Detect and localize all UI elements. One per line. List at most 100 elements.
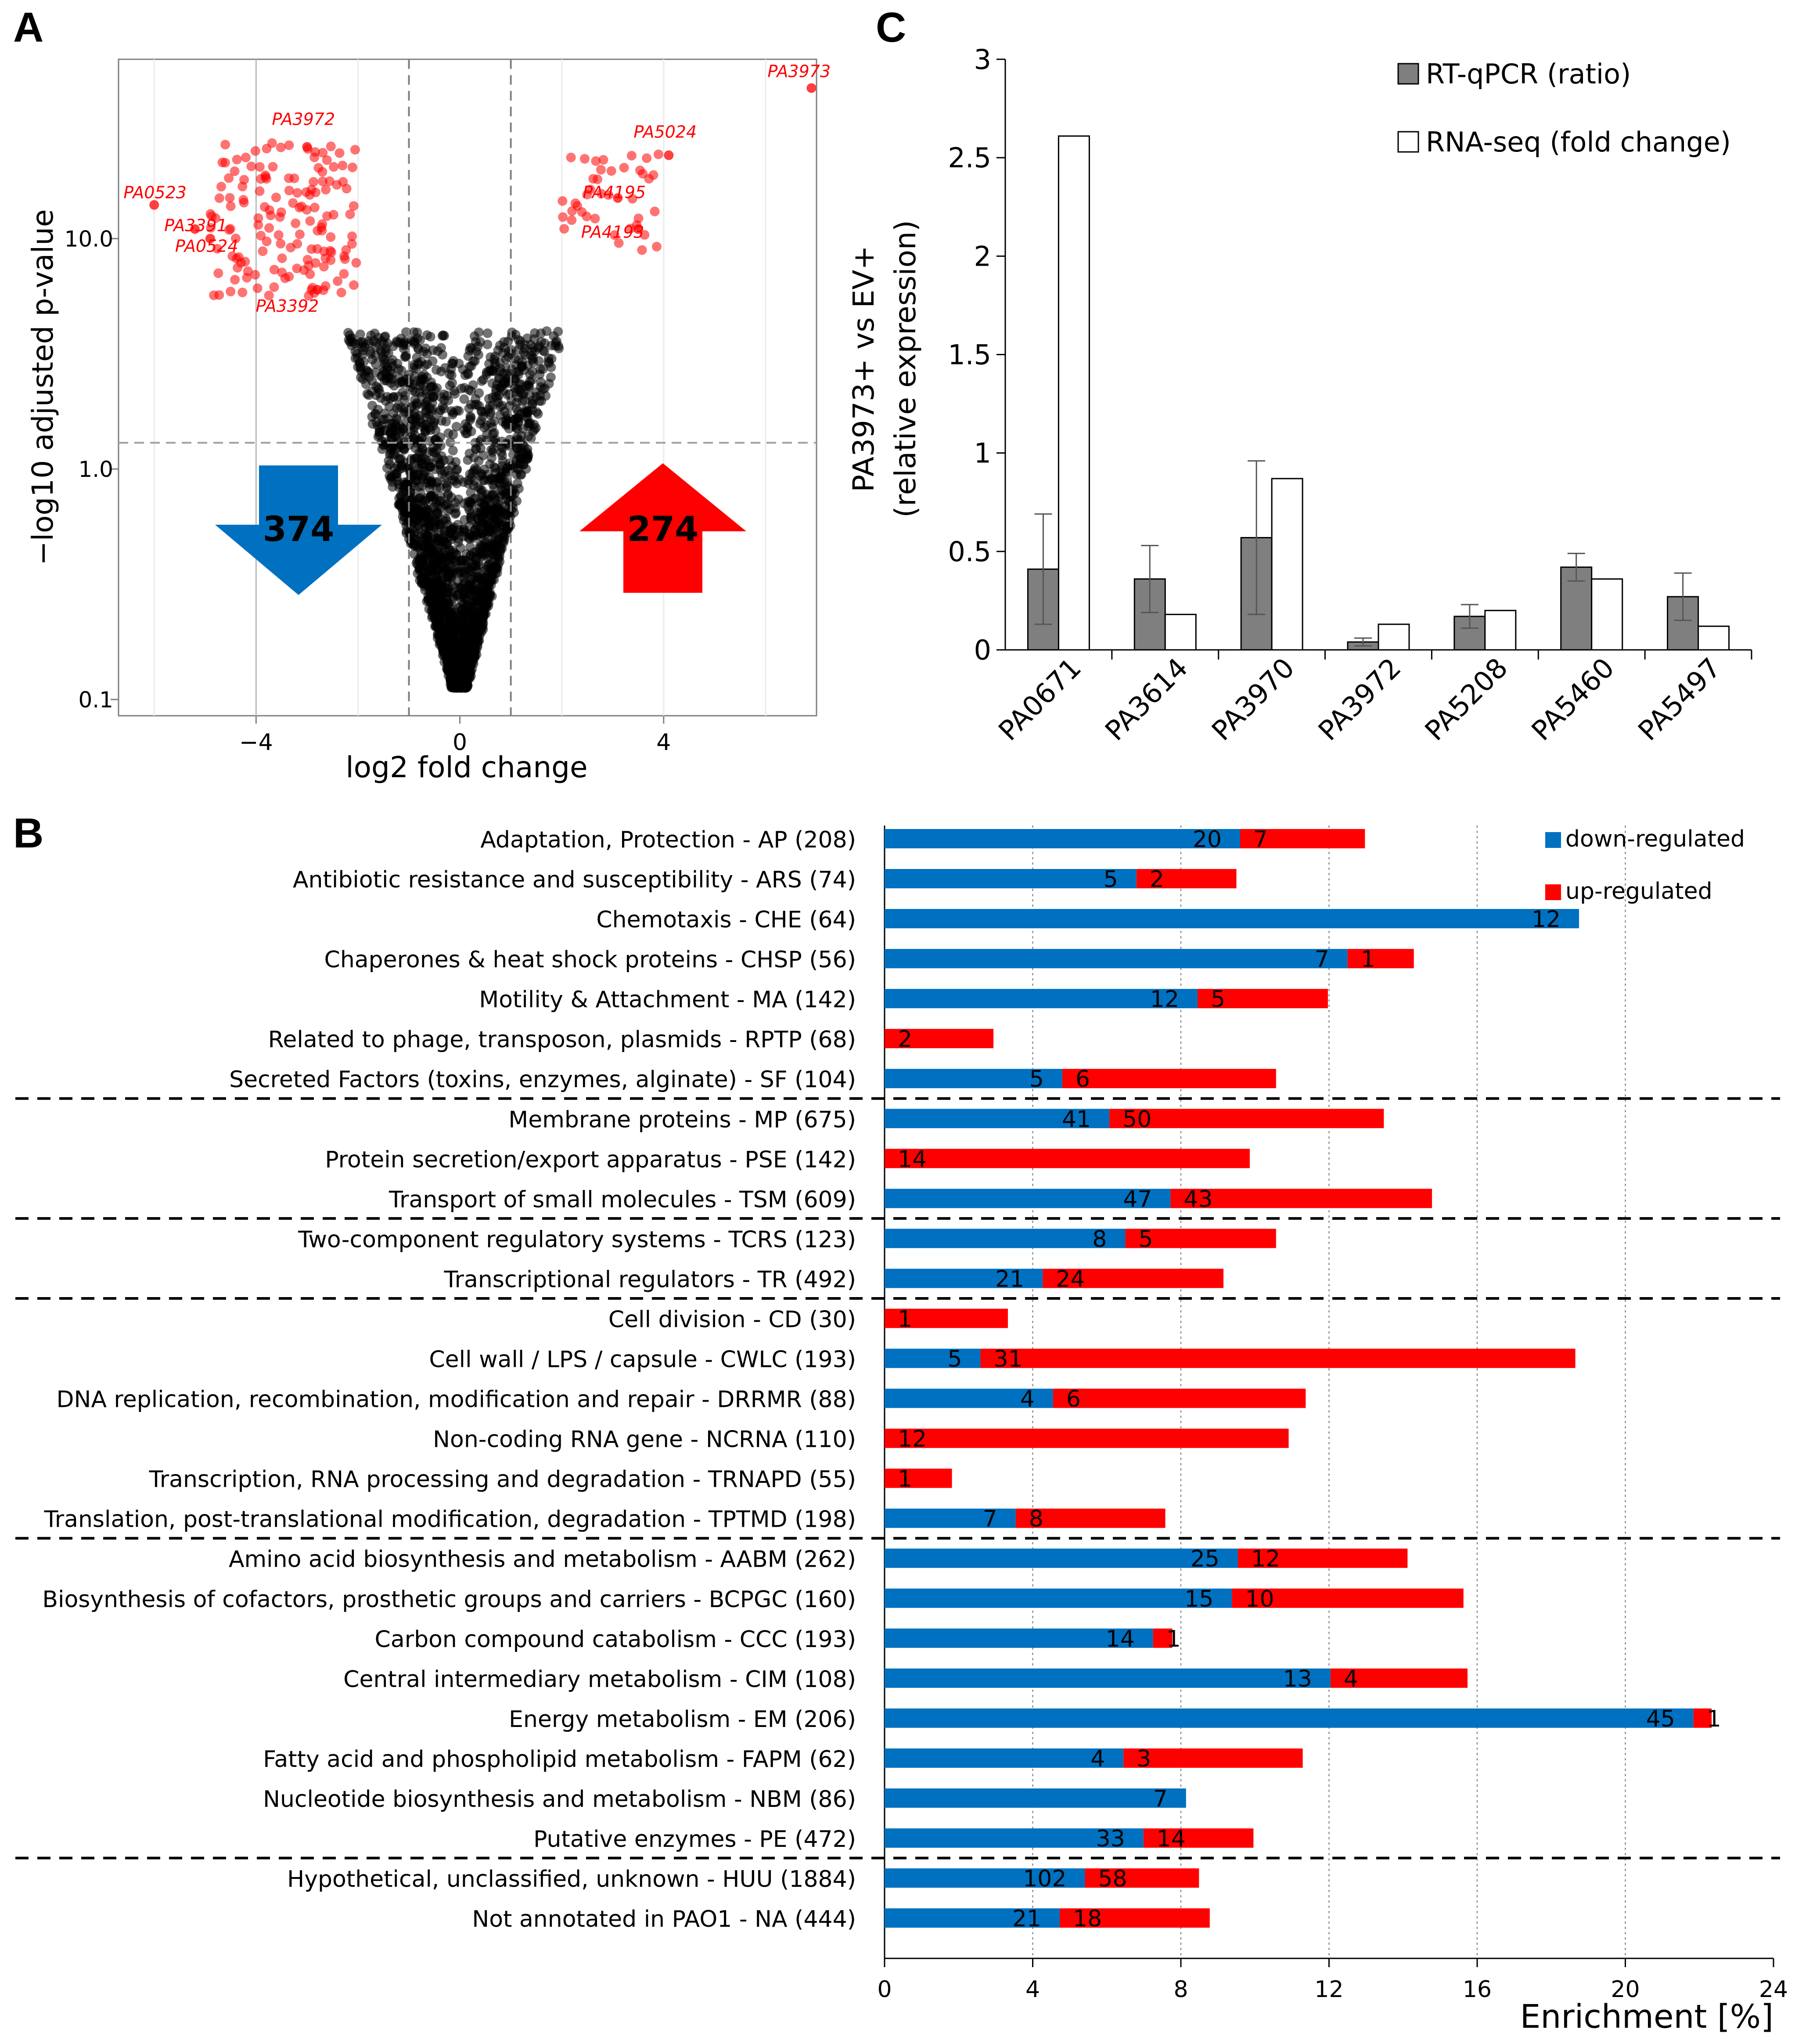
up-regulated-bar: [1197, 989, 1328, 1009]
volcano-label-pa0524: PA0524: [175, 236, 238, 256]
volcano-point-significant: [276, 238, 286, 249]
enrichment-category-label: Chaperones & heat shock proteins - CHSP …: [324, 947, 856, 973]
volcano-point-significant: [339, 269, 349, 279]
volcano-point: [386, 441, 396, 451]
volcano-point-significant: [324, 176, 335, 186]
volcano-point-significant: [338, 177, 348, 187]
volcano-point: [466, 509, 476, 519]
volcano-point: [443, 465, 453, 476]
volcano-point: [459, 394, 469, 404]
volcano-point-significant: [572, 201, 583, 211]
legend-label-rnaseq: RNA-seq (fold change): [1426, 126, 1731, 158]
down-regulated-bar: [885, 1668, 1331, 1688]
volcano-label-pa3972: PA3972: [272, 110, 335, 129]
volcano-point: [431, 508, 441, 518]
volcano-point: [425, 548, 435, 559]
volcano-point-significant: [264, 223, 274, 233]
volcano-point: [492, 563, 502, 573]
down-regulated-bar: [885, 1548, 1238, 1568]
volcano-point: [484, 505, 494, 515]
volcano-point-significant: [250, 146, 260, 156]
down-count-label: 7: [1153, 1786, 1168, 1812]
volcano-point-significant: [262, 236, 272, 246]
volcano-point: [522, 413, 532, 423]
volcano-point: [446, 492, 457, 502]
volcano-point: [371, 409, 381, 419]
volcano-point-significant: [596, 165, 606, 175]
volcano-point: [529, 420, 539, 430]
enrichment-x-tick-label: 0: [877, 1976, 892, 2003]
up-arrow: [579, 463, 746, 593]
up-count-label: 24: [1056, 1266, 1085, 1292]
volcano-point: [382, 463, 392, 473]
down-regulated-bar: [885, 949, 1348, 969]
volcano-point: [444, 455, 454, 465]
volcano-point: [498, 487, 508, 497]
volcano-point: [485, 591, 495, 601]
volcano-point-significant: [230, 166, 240, 177]
volcano-point: [490, 351, 500, 361]
up-regulated-bar: [1136, 869, 1237, 889]
volcano-point: [439, 404, 449, 414]
down-regulated-bar: [885, 1828, 1144, 1848]
volcano-point-significant: [627, 194, 637, 204]
volcano-point: [448, 545, 458, 555]
volcano-point-significant: [329, 162, 339, 172]
volcano-point-significant: [349, 201, 359, 211]
enrichment-category-label: Putative enzymes - PE (472): [533, 1826, 856, 1853]
down-count-label: 102: [1023, 1866, 1066, 1892]
volcano-point: [480, 495, 490, 505]
up-count-label: 50: [1122, 1106, 1151, 1132]
volcano-point: [453, 681, 463, 692]
volcano-point: [496, 543, 506, 553]
volcano-point: [355, 329, 365, 339]
volcano-point: [546, 372, 556, 382]
volcano-point-significant: [604, 190, 614, 200]
volcano-point-significant: [350, 145, 360, 155]
volcano-point: [466, 500, 476, 510]
volcano-point: [472, 607, 482, 617]
up-regulated-bar: [1237, 1548, 1408, 1568]
volcano-point: [522, 333, 532, 343]
volcano-point-significant: [318, 148, 328, 158]
volcano-plot: PA3973 PA3972 PA5024 PA4195 PA4193 PA0523 PA33…: [26, 58, 831, 784]
volcano-point: [542, 326, 552, 336]
volcano-point: [422, 330, 432, 340]
volcano-point: [512, 478, 522, 488]
volcano-point-significant: [347, 231, 357, 242]
volcano-point: [491, 392, 501, 402]
enrichment-category-label: Fatty acid and phospholipid metabolism -…: [263, 1746, 856, 1773]
down-count: 374: [263, 510, 335, 549]
up-count-label: 43: [1183, 1186, 1212, 1212]
volcano-point-significant: [277, 267, 287, 278]
enrichment-category-label: Carbon compound catabolism - CCC (193): [375, 1626, 856, 1653]
down-count-label: 8: [1092, 1226, 1107, 1252]
volcano-point: [371, 350, 381, 360]
volcano-point: [466, 574, 476, 584]
volcano-point: [468, 480, 478, 490]
volcano-point-labeled: [149, 200, 159, 210]
volcano-point: [404, 461, 414, 472]
volcano-point: [496, 447, 507, 458]
enrichment-category-label: Cell division - CD (30): [608, 1306, 856, 1333]
volcano-point: [489, 542, 499, 552]
volcano-point-significant: [321, 184, 331, 195]
volcano-point-significant: [226, 286, 236, 296]
volcano-point: [411, 376, 421, 386]
volcano-point: [379, 355, 389, 365]
volcano-point: [424, 423, 434, 433]
volcano-point-significant: [277, 253, 287, 263]
down-count-label: 12: [1150, 986, 1179, 1013]
validation-y-tick-label: 3: [974, 43, 991, 76]
volcano-point-significant: [220, 140, 230, 150]
down-regulated-bar: [885, 1508, 1016, 1528]
volcano-point: [509, 415, 519, 425]
volcano-x-tick-label: 4: [656, 729, 671, 756]
volcano-point: [474, 557, 484, 567]
volcano-point: [547, 354, 557, 364]
volcano-point-significant: [253, 220, 263, 230]
validation-y-tick-label: 2: [974, 240, 991, 272]
volcano-point: [482, 537, 492, 547]
volcano-point-significant: [598, 155, 608, 165]
volcano-y-tick-label: 1.0: [78, 457, 113, 482]
